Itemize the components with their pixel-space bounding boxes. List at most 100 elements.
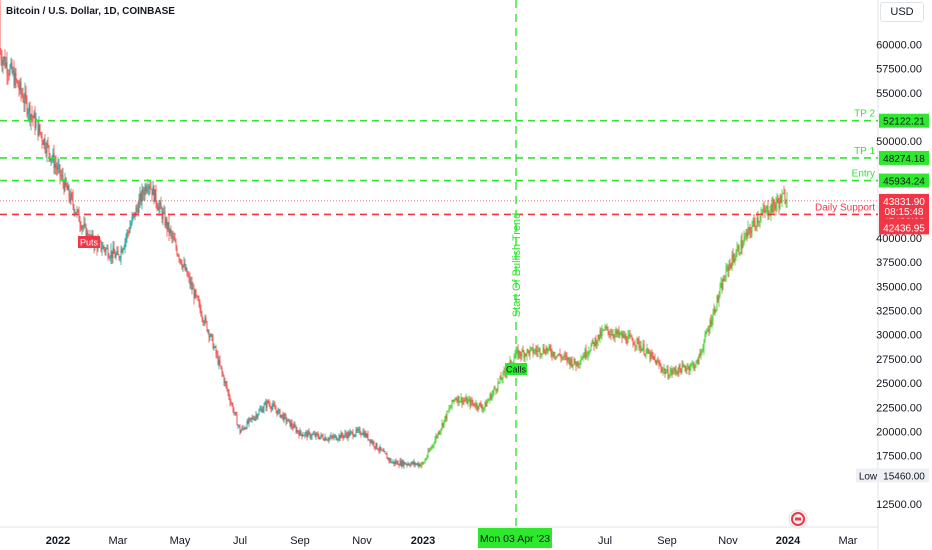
time-tick-label[interactable]: Nov: [718, 535, 738, 547]
candle-body: [213, 346, 215, 349]
candle-body: [741, 240, 743, 248]
candle-body: [14, 72, 16, 86]
candle-body: [716, 296, 718, 310]
candle-body: [84, 223, 86, 226]
candle-body: [364, 432, 366, 437]
candle-body: [579, 363, 581, 365]
candle-body: [285, 415, 287, 422]
time-tick-label[interactable]: Jul: [233, 535, 247, 547]
price-tick-label[interactable]: 60000.00: [876, 40, 922, 52]
time-tick-label[interactable]: Jul: [598, 535, 612, 547]
price-tick-label[interactable]: 57500.00: [876, 64, 922, 76]
price-tick-label[interactable]: 30000.00: [876, 330, 922, 342]
candle-body: [552, 351, 554, 356]
candle-body: [214, 346, 216, 348]
level-price-text-2: 48274.18: [883, 154, 925, 165]
candle-body: [747, 227, 749, 237]
candle-body: [128, 232, 130, 233]
time-tick-label[interactable]: 2022: [46, 535, 70, 547]
candle-body: [413, 462, 415, 465]
candle-body: [702, 349, 704, 352]
price-tick-label[interactable]: 50000.00: [876, 136, 922, 148]
price-tick-label[interactable]: 17500.00: [876, 451, 922, 463]
candle-body: [597, 334, 599, 343]
candle-body: [15, 72, 17, 80]
candle-body: [745, 232, 747, 236]
candle-body: [293, 424, 295, 429]
candle-body: [76, 209, 78, 214]
time-tick-label[interactable]: Nov: [352, 535, 372, 547]
candle-body: [318, 437, 320, 439]
candle-body: [653, 356, 655, 359]
candle-body: [384, 451, 386, 454]
candle-body: [513, 358, 515, 364]
time-tick-label[interactable]: 2023: [411, 535, 435, 547]
candle-body: [148, 186, 150, 188]
candle-body: [543, 347, 545, 353]
price-axis[interactable]: 60000.00 57500.00 55000.00 50000.00 40000.00…: [856, 40, 929, 512]
time-tick-label[interactable]: Sep: [290, 535, 310, 547]
candle-body: [431, 445, 433, 448]
candle-body: [550, 349, 552, 354]
candle-body: [388, 457, 390, 461]
candle-body: [123, 247, 125, 250]
candle-body: [392, 461, 394, 463]
currency-selector[interactable]: USD: [880, 2, 924, 22]
candle-body: [53, 153, 55, 168]
price-tick-label[interactable]: 35000.00: [876, 281, 922, 293]
price-tick-label[interactable]: 40000.00: [876, 233, 922, 245]
candle-body: [359, 429, 361, 434]
candle-body: [103, 246, 105, 249]
candle-body: [29, 105, 31, 121]
candle-body: [713, 308, 715, 314]
candle-body: [698, 354, 700, 364]
candle-body: [147, 187, 149, 189]
time-tick-label[interactable]: Mar: [839, 535, 858, 547]
candle-body: [725, 267, 727, 279]
time-tick-label[interactable]: Mar: [109, 535, 128, 547]
price-tick-label[interactable]: 37500.00: [876, 257, 922, 269]
candle-body: [286, 421, 288, 423]
candle-body: [621, 332, 623, 338]
candle-body: [510, 360, 512, 365]
candle-body: [535, 349, 537, 351]
candle-body: [239, 426, 241, 433]
candle-body: [565, 355, 567, 357]
time-tick-label[interactable]: May: [170, 535, 191, 547]
candle-body: [690, 363, 692, 368]
price-tick-label[interactable]: 27500.00: [876, 354, 922, 366]
candle-body: [721, 283, 723, 290]
candle-body: [157, 207, 159, 211]
time-tick-label[interactable]: Sep: [657, 535, 677, 547]
price-tick-label[interactable]: 12500.00: [876, 499, 922, 511]
candle-body: [574, 358, 576, 364]
candle-body: [265, 402, 267, 408]
price-tick-label[interactable]: 25000.00: [876, 378, 922, 390]
price-tick-label[interactable]: 22500.00: [876, 402, 922, 414]
time-tick-label[interactable]: 2024: [776, 535, 801, 547]
candle-body: [373, 441, 375, 447]
candle-body: [756, 217, 758, 227]
price-tick-label[interactable]: 55000.00: [876, 88, 922, 100]
candle-body: [684, 366, 686, 369]
candle-body: [153, 186, 155, 202]
time-axis[interactable]: 2022 Mar May Jul Sep Nov 2023 Jul Sep Nov 2024 Mar: [46, 535, 858, 547]
candle-body: [152, 186, 154, 196]
candle-body: [701, 351, 703, 352]
candle-body: [640, 346, 642, 352]
candle-body: [540, 354, 542, 356]
candle-body: [738, 245, 740, 254]
candle-body: [691, 363, 693, 365]
candle-body: [135, 207, 137, 217]
candle-body: [602, 329, 604, 331]
candle-body: [81, 226, 83, 229]
candle-body: [348, 432, 350, 436]
price-tick-label[interactable]: 20000.00: [876, 426, 922, 438]
candle-body: [666, 369, 668, 373]
candle-body: [604, 326, 606, 330]
candle-body: [273, 403, 275, 406]
price-tick-label[interactable]: 32500.00: [876, 306, 922, 318]
candle-body: [119, 257, 121, 259]
candle-body: [47, 143, 49, 146]
